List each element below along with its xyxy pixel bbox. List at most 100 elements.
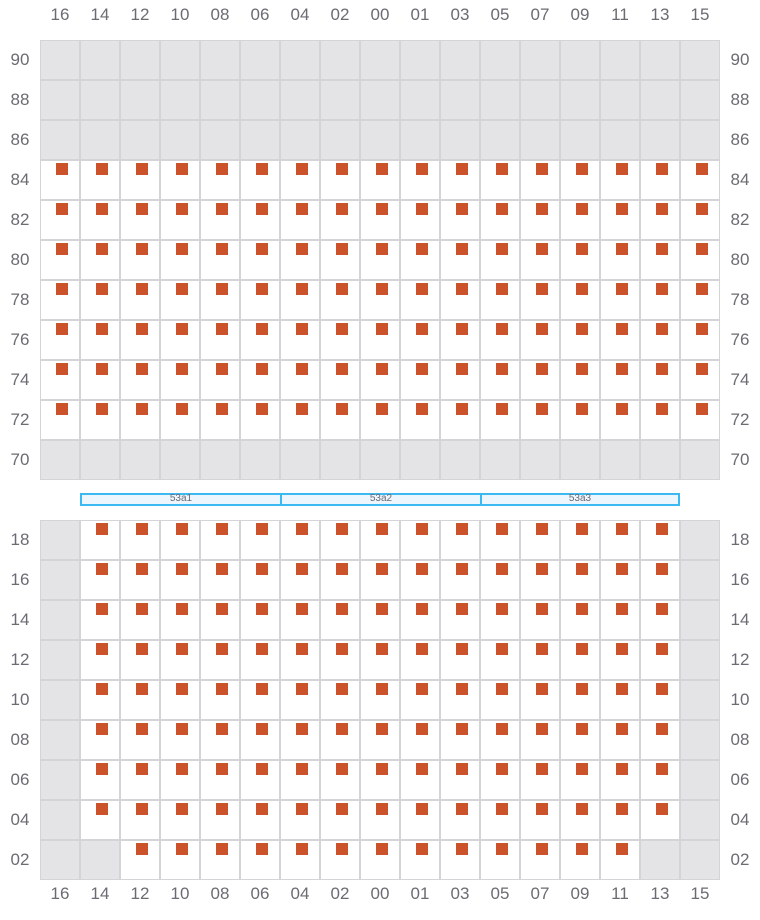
marker[interactable]	[56, 363, 68, 375]
cell[interactable]	[120, 240, 160, 280]
marker[interactable]	[376, 403, 388, 415]
cell[interactable]	[400, 200, 440, 240]
cell[interactable]	[680, 360, 720, 400]
cell[interactable]	[440, 280, 480, 320]
cell[interactable]	[360, 800, 400, 840]
marker[interactable]	[616, 323, 628, 335]
marker[interactable]	[656, 603, 668, 615]
cell[interactable]	[240, 200, 280, 240]
cell[interactable]	[440, 400, 480, 440]
cell[interactable]	[480, 680, 520, 720]
marker[interactable]	[336, 843, 348, 855]
marker[interactable]	[136, 723, 148, 735]
marker[interactable]	[656, 803, 668, 815]
cell[interactable]	[160, 280, 200, 320]
cell[interactable]	[80, 160, 120, 200]
marker[interactable]	[456, 523, 468, 535]
cell[interactable]	[80, 520, 120, 560]
marker[interactable]	[496, 163, 508, 175]
marker[interactable]	[576, 643, 588, 655]
marker[interactable]	[416, 163, 428, 175]
marker[interactable]	[96, 163, 108, 175]
marker[interactable]	[456, 403, 468, 415]
marker[interactable]	[256, 563, 268, 575]
cell[interactable]	[320, 400, 360, 440]
cell[interactable]	[400, 760, 440, 800]
cell[interactable]	[360, 160, 400, 200]
marker[interactable]	[176, 163, 188, 175]
cell[interactable]	[560, 800, 600, 840]
cell[interactable]	[640, 520, 680, 560]
cell[interactable]	[240, 680, 280, 720]
cell[interactable]	[120, 360, 160, 400]
cell[interactable]	[600, 800, 640, 840]
cell[interactable]	[160, 320, 200, 360]
cell[interactable]	[440, 600, 480, 640]
cell[interactable]	[160, 720, 200, 760]
marker[interactable]	[136, 563, 148, 575]
cell[interactable]	[480, 760, 520, 800]
marker[interactable]	[256, 403, 268, 415]
marker[interactable]	[536, 203, 548, 215]
cell[interactable]	[200, 600, 240, 640]
marker[interactable]	[496, 803, 508, 815]
cell[interactable]	[120, 560, 160, 600]
marker[interactable]	[136, 643, 148, 655]
marker[interactable]	[176, 603, 188, 615]
marker[interactable]	[136, 163, 148, 175]
marker[interactable]	[616, 683, 628, 695]
cell[interactable]	[560, 680, 600, 720]
cell[interactable]	[480, 640, 520, 680]
marker[interactable]	[216, 603, 228, 615]
marker[interactable]	[336, 803, 348, 815]
marker[interactable]	[456, 843, 468, 855]
marker[interactable]	[96, 363, 108, 375]
marker[interactable]	[136, 363, 148, 375]
marker[interactable]	[616, 403, 628, 415]
marker[interactable]	[496, 243, 508, 255]
cell[interactable]	[440, 560, 480, 600]
cell[interactable]	[160, 680, 200, 720]
marker[interactable]	[456, 563, 468, 575]
cell[interactable]	[240, 720, 280, 760]
cell[interactable]	[160, 200, 200, 240]
marker[interactable]	[656, 283, 668, 295]
cell[interactable]	[160, 520, 200, 560]
marker[interactable]	[256, 163, 268, 175]
marker[interactable]	[416, 643, 428, 655]
cell[interactable]	[560, 840, 600, 880]
marker[interactable]	[456, 203, 468, 215]
marker[interactable]	[576, 283, 588, 295]
marker[interactable]	[336, 723, 348, 735]
cell[interactable]	[320, 520, 360, 560]
marker[interactable]	[136, 803, 148, 815]
marker[interactable]	[656, 323, 668, 335]
marker[interactable]	[416, 723, 428, 735]
marker[interactable]	[56, 323, 68, 335]
cell[interactable]	[680, 320, 720, 360]
cell[interactable]	[280, 360, 320, 400]
marker[interactable]	[696, 363, 708, 375]
cell[interactable]	[600, 600, 640, 640]
cell[interactable]	[480, 520, 520, 560]
cell[interactable]	[80, 360, 120, 400]
cell[interactable]	[320, 200, 360, 240]
marker[interactable]	[216, 683, 228, 695]
cell[interactable]	[320, 640, 360, 680]
marker[interactable]	[296, 843, 308, 855]
marker[interactable]	[536, 243, 548, 255]
marker[interactable]	[616, 563, 628, 575]
cell[interactable]	[160, 800, 200, 840]
cell[interactable]	[560, 600, 600, 640]
marker[interactable]	[176, 523, 188, 535]
marker[interactable]	[256, 283, 268, 295]
cell[interactable]	[400, 600, 440, 640]
cell[interactable]	[560, 560, 600, 600]
cell[interactable]	[480, 200, 520, 240]
marker[interactable]	[296, 403, 308, 415]
cell[interactable]	[360, 200, 400, 240]
marker[interactable]	[216, 283, 228, 295]
marker[interactable]	[296, 323, 308, 335]
cell[interactable]	[600, 160, 640, 200]
cell[interactable]	[320, 280, 360, 320]
